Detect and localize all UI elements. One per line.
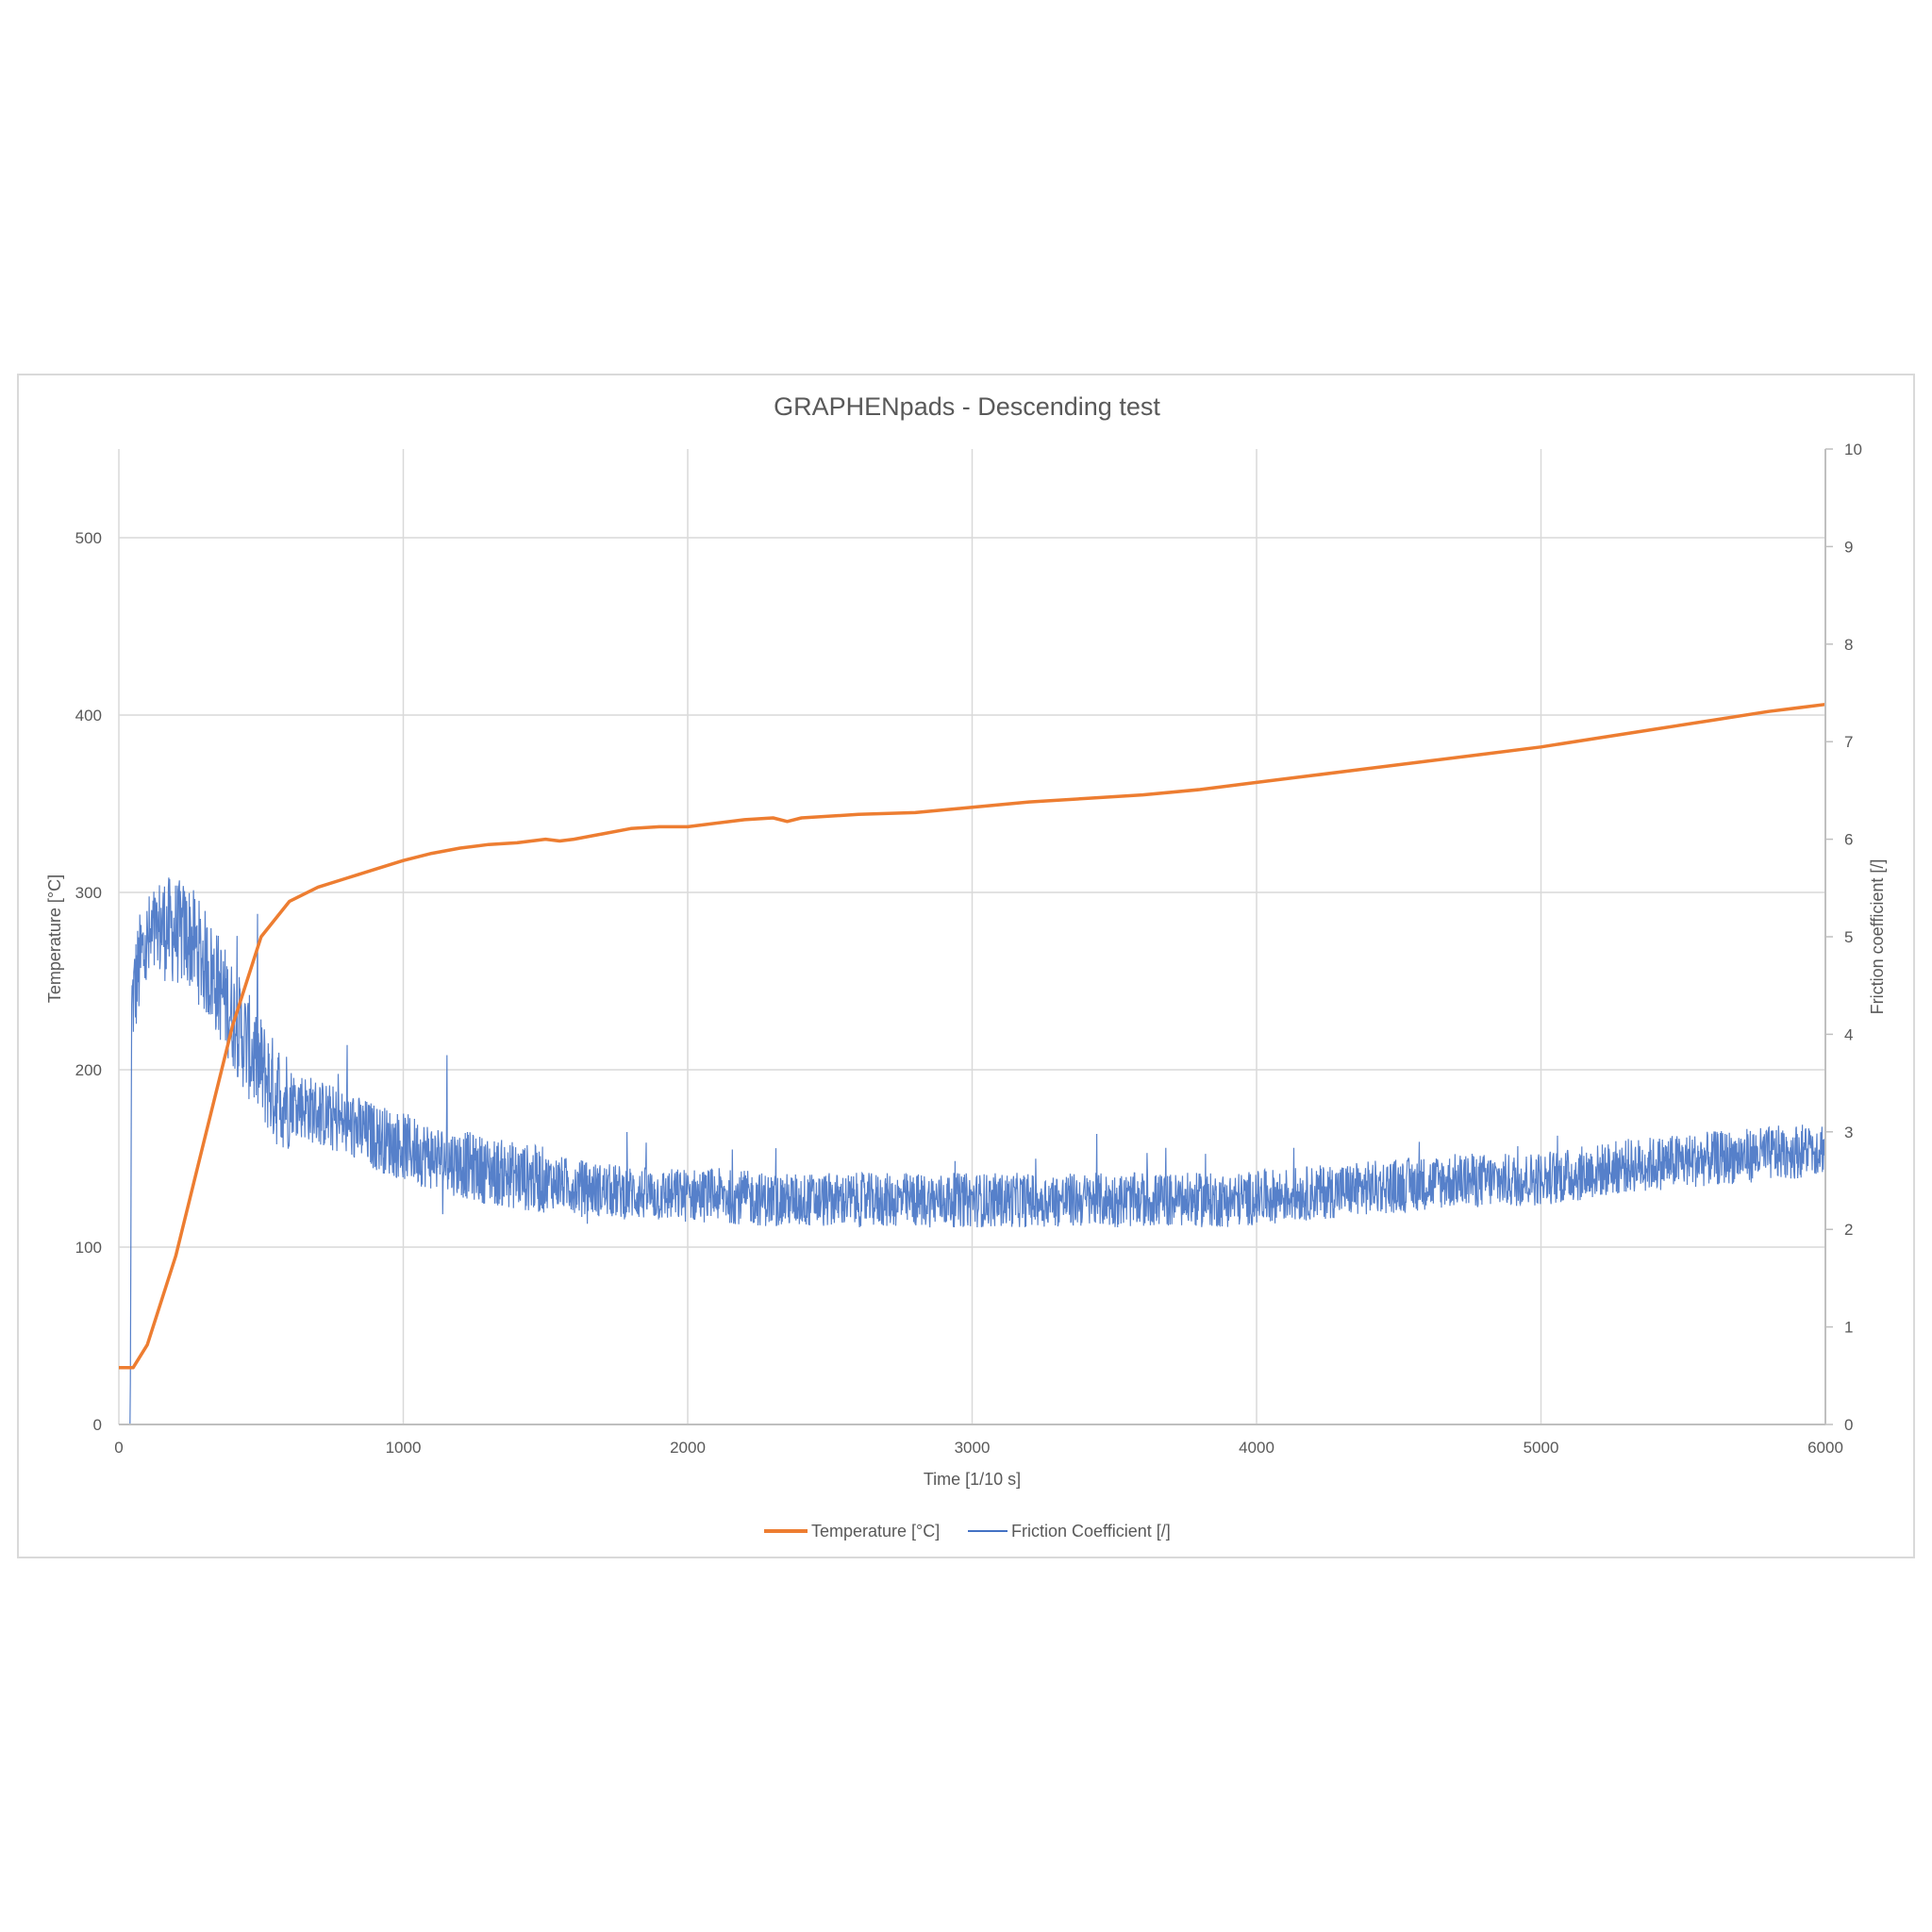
y-right-tick-label: 10 bbox=[1844, 441, 1862, 458]
tick-labels: 0 1000 2000 3000 4000 5000 6000010020030040050… bbox=[75, 441, 1862, 1457]
series-line-friction bbox=[119, 877, 1826, 1425]
y-right-tick-label: 5 bbox=[1844, 928, 1853, 946]
chart-frame bbox=[17, 374, 1915, 1558]
y-right-tick-label: 8 bbox=[1844, 636, 1853, 654]
chart-title: GRAPHENpads - Descending test bbox=[774, 392, 1160, 421]
y-left-tick-label: 500 bbox=[75, 529, 102, 547]
legend-label-temperature: Temperature [°C] bbox=[811, 1522, 940, 1541]
x-tick-label: 3000 bbox=[955, 1439, 991, 1457]
series-layer bbox=[119, 702, 1826, 1425]
y-left-axis-title: Temperature [°C] bbox=[45, 874, 64, 1003]
x-tick-label: 6000 bbox=[1807, 1439, 1843, 1457]
y-left-tick-label: 100 bbox=[75, 1239, 102, 1257]
x-tick-label: 1000 bbox=[386, 1439, 422, 1457]
y-left-tick-label: 300 bbox=[75, 884, 102, 902]
y-right-tick-label: 1 bbox=[1844, 1319, 1853, 1337]
y-right-tick-label: 9 bbox=[1844, 538, 1853, 556]
x-tick-label: 4000 bbox=[1239, 1439, 1274, 1457]
x-tick-label: 0 bbox=[114, 1439, 123, 1457]
y-right-tick-label: 6 bbox=[1844, 831, 1853, 849]
y-left-tick-label: 0 bbox=[93, 1416, 102, 1434]
y-left-tick-label: 400 bbox=[75, 707, 102, 724]
gridlines bbox=[118, 449, 1825, 1424]
y-right-axis-title: Friction coefficient [/] bbox=[1868, 859, 1887, 1015]
x-tick-label: 5000 bbox=[1524, 1439, 1559, 1457]
x-tick-label: 2000 bbox=[670, 1439, 706, 1457]
x-axis-title: Time [1/10 s] bbox=[924, 1470, 1021, 1489]
y-right-tick-label: 7 bbox=[1844, 733, 1853, 751]
y-left-tick-label: 200 bbox=[75, 1061, 102, 1079]
legend: Temperature [°C] Friction Coefficient [/… bbox=[764, 1522, 1171, 1541]
y-right-tick-label: 2 bbox=[1844, 1221, 1853, 1239]
y-right-tick-label: 4 bbox=[1844, 1025, 1853, 1043]
legend-label-friction: Friction Coefficient [/] bbox=[1011, 1522, 1171, 1541]
series-line-temperature bbox=[119, 702, 1826, 1370]
y-right-tick-label: 3 bbox=[1844, 1124, 1853, 1141]
y-right-tick-label: 0 bbox=[1844, 1416, 1853, 1434]
